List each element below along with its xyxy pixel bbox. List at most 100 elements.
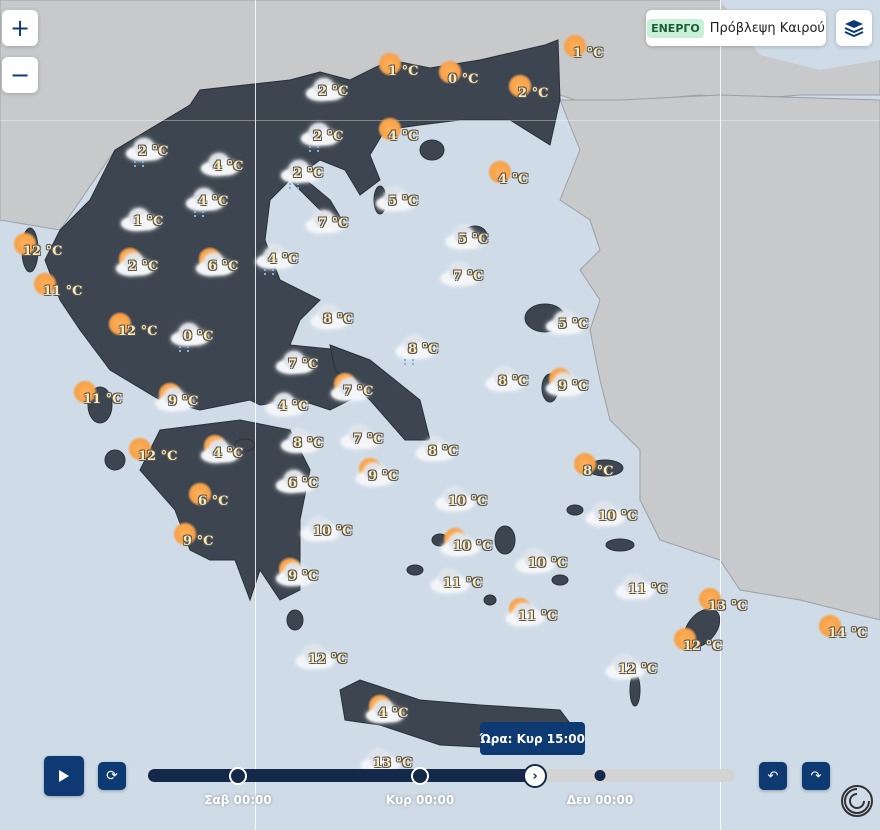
weather-marker[interactable]: 9 °C: [270, 555, 330, 595]
weather-marker[interactable]: 4 °C: [370, 115, 430, 155]
weather-marker[interactable]: 9 °C: [150, 380, 210, 420]
timeline-progress: [148, 769, 536, 782]
weather-marker[interactable]: 11 °C: [425, 562, 485, 602]
weather-marker[interactable]: 0 °C: [165, 315, 225, 355]
cloud-icon: [254, 244, 294, 270]
weather-marker[interactable]: 12 °C: [120, 435, 180, 475]
sun-icon: [13, 232, 37, 256]
timeline-handle[interactable]: ›: [523, 764, 547, 788]
step-forward-button[interactable]: ↷: [802, 762, 830, 790]
weather-marker[interactable]: 9 °C: [165, 520, 225, 560]
step-back-button[interactable]: ↶: [759, 762, 787, 790]
weather-marker[interactable]: 4 °C: [195, 432, 255, 472]
sun-icon: [378, 117, 402, 141]
weather-marker[interactable]: 12 °C: [600, 648, 660, 688]
weather-marker[interactable]: 2 °C: [275, 152, 335, 192]
weather-marker[interactable]: 4 °C: [195, 145, 255, 185]
day-marker-sun[interactable]: [411, 767, 429, 785]
temperature-label: 13 °C: [708, 599, 748, 614]
weather-marker[interactable]: 10 °C: [580, 495, 640, 535]
weather-marker[interactable]: 11 °C: [610, 568, 670, 608]
cloud-icon: [414, 436, 454, 462]
weather-marker[interactable]: 13 °C: [690, 585, 750, 625]
weather-marker[interactable]: 7 °C: [300, 202, 360, 242]
timeline-label: Σαβ 00:00: [204, 793, 272, 807]
weather-marker[interactable]: 2 °C: [110, 245, 170, 285]
weather-marker[interactable]: 6 °C: [190, 245, 250, 285]
weather-marker[interactable]: 7 °C: [325, 370, 385, 410]
temperature-label: 2 °C: [138, 144, 169, 159]
temperature-label: 10 °C: [448, 494, 488, 509]
temperature-label: 2 °C: [128, 259, 159, 274]
weather-marker[interactable]: 5 °C: [440, 218, 500, 258]
weather-marker[interactable]: 11 °C: [500, 595, 560, 635]
weather-marker[interactable]: 5 °C: [370, 180, 430, 220]
temperature-label: 6 °C: [198, 494, 229, 509]
weather-marker[interactable]: 8 °C: [565, 450, 625, 490]
temperature-label: 10 °C: [528, 556, 568, 571]
weather-marker[interactable]: 4 °C: [180, 180, 240, 220]
loop-button[interactable]: ⟳: [98, 762, 126, 790]
weather-marker[interactable]: 11 °C: [65, 378, 125, 418]
weather-marker[interactable]: 11 °C: [25, 270, 85, 310]
weather-marker[interactable]: 7 °C: [435, 255, 495, 295]
play-button[interactable]: [44, 756, 84, 796]
weather-marker[interactable]: 4 °C: [260, 385, 320, 425]
weather-marker[interactable]: 8 °C: [480, 360, 540, 400]
weather-marker[interactable]: 10 °C: [510, 542, 570, 582]
weather-marker[interactable]: 0 °C: [430, 58, 490, 98]
weather-marker[interactable]: 2 °C: [300, 70, 360, 110]
weather-marker[interactable]: 4 °C: [250, 238, 310, 278]
weather-marker[interactable]: 2 °C: [500, 72, 560, 112]
cloud-icon: [199, 438, 239, 464]
temperature-label: 7 °C: [288, 357, 319, 372]
weather-marker[interactable]: 8 °C: [390, 328, 450, 368]
rain-icon: [179, 346, 189, 352]
weather-marker[interactable]: 6 °C: [270, 462, 330, 502]
layers-button[interactable]: [836, 10, 872, 46]
weather-marker[interactable]: 1 °C: [555, 32, 615, 72]
temperature-label: 11 °C: [628, 582, 668, 597]
weather-marker[interactable]: 14 °C: [810, 612, 870, 652]
weather-marker[interactable]: 7 °C: [270, 343, 330, 383]
weather-marker[interactable]: 4 °C: [360, 692, 420, 732]
temperature-label: 8 °C: [583, 464, 614, 479]
weather-marker[interactable]: 10 °C: [430, 480, 490, 520]
weather-marker[interactable]: 12 °C: [5, 230, 65, 270]
temperature-label: 7 °C: [453, 269, 484, 284]
weather-marker[interactable]: 9 °C: [540, 365, 600, 405]
sun-icon: [818, 614, 842, 638]
weather-marker[interactable]: 9 °C: [350, 455, 410, 495]
temperature-label: 12 °C: [618, 662, 658, 677]
weather-marker[interactable]: 1 °C: [115, 200, 175, 240]
weather-marker[interactable]: 1 °C: [370, 50, 430, 90]
weather-marker[interactable]: 4 °C: [480, 158, 540, 198]
temperature-label: 8 °C: [498, 374, 529, 389]
weather-marker[interactable]: 2 °C: [295, 115, 355, 155]
weather-marker[interactable]: 8 °C: [305, 298, 365, 338]
weather-marker[interactable]: 10 °C: [295, 510, 355, 550]
weather-marker[interactable]: 12 °C: [100, 310, 160, 350]
zoom-in-button[interactable]: +: [2, 10, 38, 46]
zoom-out-button[interactable]: −: [2, 57, 38, 93]
back-arrow-icon: ↶: [767, 768, 779, 784]
cloud-icon: [444, 224, 484, 250]
weather-marker[interactable]: 10 °C: [435, 525, 495, 565]
weather-marker[interactable]: 5 °C: [540, 303, 600, 343]
temperature-label: 9 °C: [288, 569, 319, 584]
cloud-icon: [504, 601, 544, 627]
rain-icon: [134, 161, 144, 167]
weather-marker[interactable]: 12 °C: [665, 625, 725, 665]
weather-marker[interactable]: 6 °C: [180, 480, 240, 520]
cloud-icon: [304, 208, 344, 234]
day-marker-sat[interactable]: [229, 767, 247, 785]
weather-marker[interactable]: 8 °C: [410, 430, 470, 470]
day-marker-mon[interactable]: [594, 770, 606, 781]
cloud-icon: [279, 158, 319, 184]
forecast-status-panel[interactable]: ΕΝΕΡΓΟ Πρόβλεψη Καιρού: [646, 10, 826, 46]
weather-marker[interactable]: 12 °C: [290, 638, 350, 678]
weather-marker[interactable]: 8 °C: [275, 422, 335, 462]
weather-marker[interactable]: 2 °C: [120, 130, 180, 170]
weather-marker[interactable]: 7 °C: [335, 418, 395, 458]
